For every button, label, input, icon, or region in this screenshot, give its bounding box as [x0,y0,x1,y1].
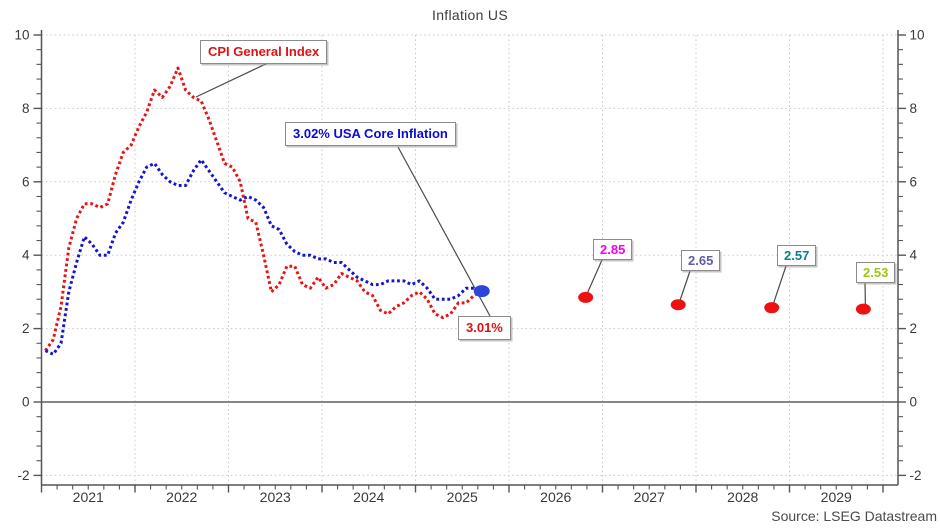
forecast-dot [578,291,594,303]
forecast-dot [855,303,871,315]
core-inflation-label: 3.02% USA Core Inflation [285,122,456,146]
forecast-value-label: 2.85 [593,239,633,260]
x-year-label: 2021 [73,489,104,505]
forecast-leader-line [587,259,603,293]
cpi-last-value-label: 3.01% [458,316,511,340]
forecast-value-label: 2.57 [777,245,817,266]
x-year-label: 2028 [727,489,758,505]
y-tick-label-left: 4 [22,248,30,263]
y-tick-label-left: 0 [22,395,30,410]
cpi-label-leader-line [195,61,271,98]
forecast-value-label: 2.65 [681,250,721,271]
x-year-label: 2023 [260,489,291,505]
y-tick-label-right: -2 [910,468,922,483]
y-tick-label-right: 2 [910,321,918,336]
y-tick-label-right: 4 [910,248,918,263]
forecast-leader-line [679,270,691,300]
y-tick-label-right: 6 [910,174,918,189]
cpi-series-line [44,66,483,352]
forecast-dot [670,299,686,311]
forecast-value-label: 2.53 [856,262,896,283]
x-year-label: 2026 [540,489,571,505]
core-label-leader-line [397,146,491,317]
cpi-series-label: CPI General Index [200,40,328,64]
y-tick-label-left: 2 [22,321,30,336]
y-tick-label-left: 10 [14,28,29,43]
x-year-label: 2027 [634,489,665,505]
y-tick-label-right: 0 [910,395,918,410]
forecast-leader-line [773,265,787,303]
y-tick-label-left: -2 [17,468,29,483]
core-series-line [44,158,483,356]
y-tick-label-right: 8 [910,101,918,116]
forecast-dot [764,302,780,314]
x-year-label: 2022 [166,489,197,505]
core-endpoint-dot [473,285,490,298]
y-tick-label-left: 6 [22,174,30,189]
chart-title: Inflation US [432,7,508,23]
y-tick-label-right: 10 [910,28,925,43]
source-attribution: Source: LSEG Datastream [771,508,937,524]
x-year-label: 2025 [447,489,478,505]
y-tick-label-left: 8 [22,101,30,116]
x-year-label: 2029 [821,489,852,505]
x-year-label: 2024 [353,489,384,505]
